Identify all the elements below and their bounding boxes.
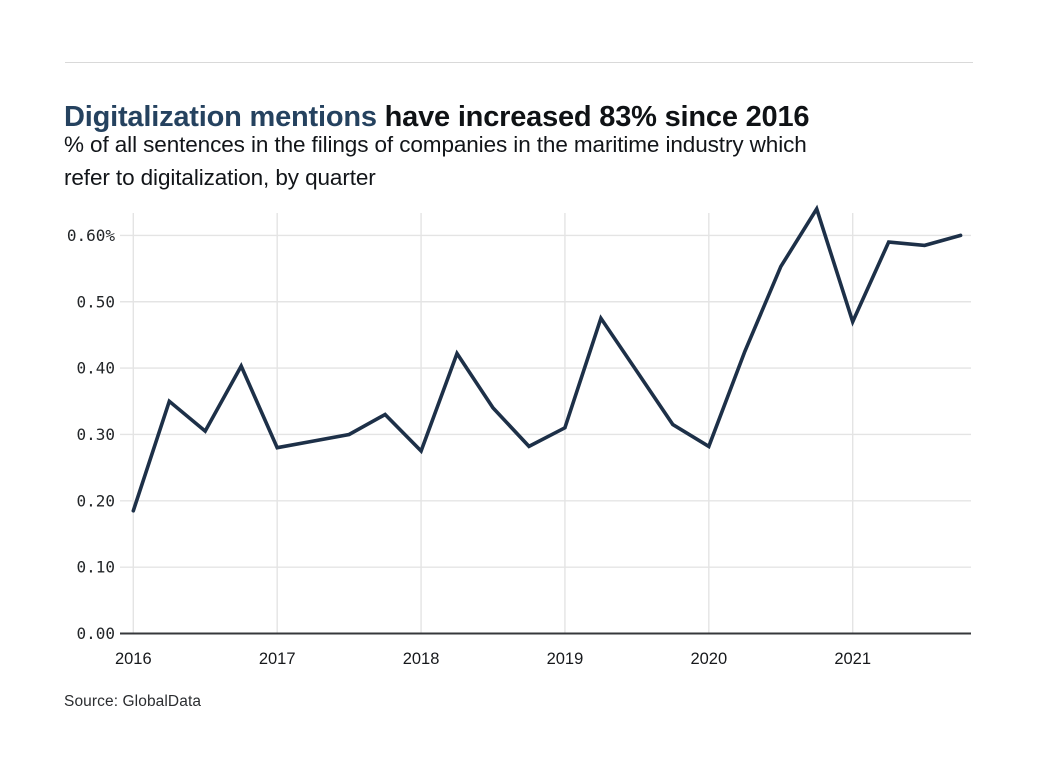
chart-subtitle-line1: % of all sentences in the filings of com… — [64, 132, 807, 157]
top-divider — [65, 62, 973, 63]
y-axis-label: 0.40 — [76, 359, 115, 378]
y-axis-label: 0.20 — [76, 491, 115, 510]
y-axis-label: 0.50 — [76, 292, 115, 311]
chart-subtitle: % of all sentences in the filings of com… — [64, 128, 1004, 194]
x-axis-label: 2019 — [547, 650, 584, 668]
y-axis-label: 0.10 — [76, 558, 115, 577]
chart-title-rest: have increased 83% since 2016 — [376, 101, 810, 134]
source-note: Source: GlobalData — [64, 693, 202, 710]
x-axis-label: 2016 — [115, 650, 152, 668]
x-axis-label: 2018 — [403, 650, 440, 668]
x-axis-label: 2020 — [690, 650, 727, 668]
data-line — [131, 204, 963, 513]
x-axis-label: 2021 — [834, 650, 871, 668]
y-axis-label: 0.00 — [76, 624, 115, 643]
y-axis-label: 0.60% — [67, 226, 116, 245]
chart-title: Digitalization mentions have increased 8… — [64, 101, 994, 134]
x-axis-label: 2017 — [259, 650, 296, 668]
y-axis-label: 0.30 — [76, 425, 115, 444]
chart-subtitle-line2: refer to digitalization, by quarter — [64, 165, 376, 190]
chart-title-highlight: Digitalization mentions — [64, 101, 377, 134]
